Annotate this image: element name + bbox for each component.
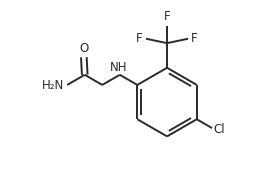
Text: F: F — [136, 32, 143, 45]
Text: F: F — [191, 32, 198, 45]
Text: F: F — [164, 10, 170, 23]
Text: Cl: Cl — [214, 123, 225, 136]
Text: H₂N: H₂N — [42, 79, 65, 92]
Text: O: O — [79, 42, 89, 55]
Text: NH: NH — [110, 61, 128, 74]
